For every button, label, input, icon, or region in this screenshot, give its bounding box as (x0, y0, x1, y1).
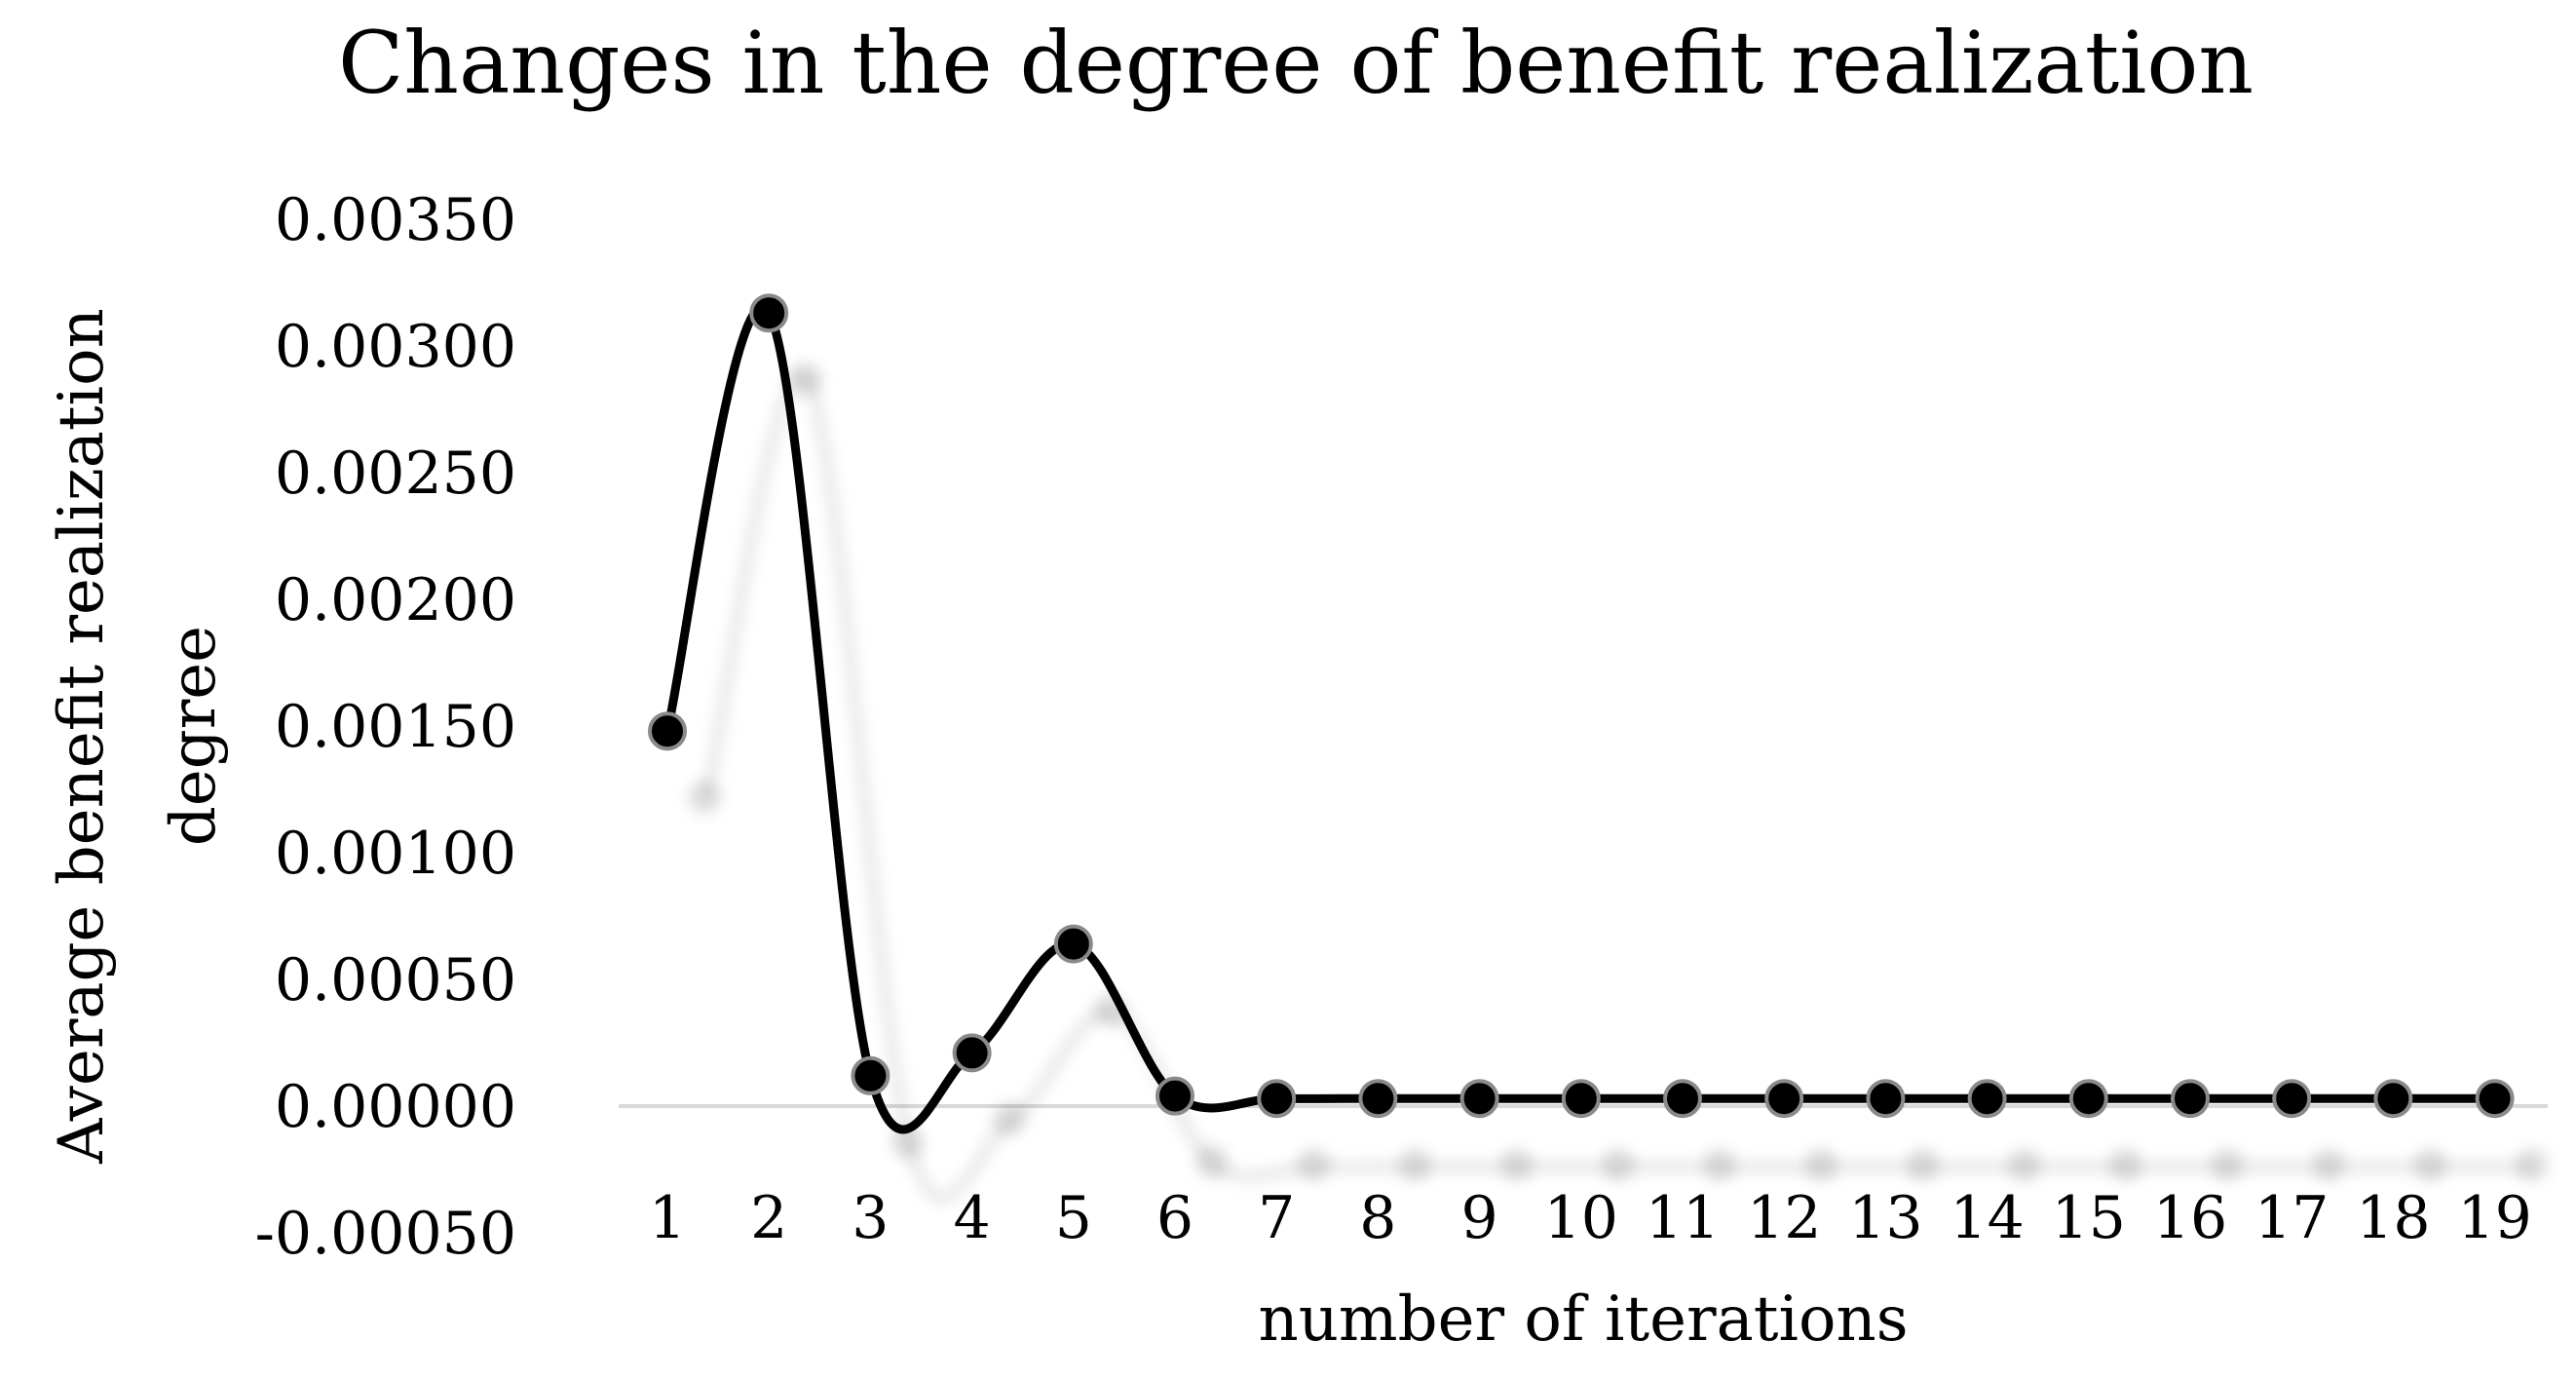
data-point (2475, 1079, 2515, 1119)
data-point (1967, 1079, 2007, 1119)
x-tick-label: 14 (1950, 1184, 2024, 1252)
data-point (2171, 1079, 2210, 1119)
data-point-shadow (1804, 1148, 1838, 1182)
x-tick-label: 3 (852, 1184, 889, 1252)
data-point (1663, 1079, 1702, 1119)
y-tick-label: -0.00050 (255, 1200, 516, 1268)
data-point-shadow (2108, 1148, 2142, 1182)
x-tick-label: 1 (649, 1184, 686, 1252)
x-tick-label: 18 (2356, 1184, 2430, 1252)
x-tick-label: 15 (2052, 1184, 2126, 1252)
plot-area: 0.00350 0.00300 0.00250 0.00200 0.00150 0.001… (255, 186, 2549, 1268)
y-tick-label: 0.00050 (275, 946, 516, 1015)
data-point (1866, 1079, 1906, 1119)
x-tick-label: 10 (1544, 1184, 1618, 1252)
data-point-shadow (1906, 1148, 1940, 1182)
x-tick-label: 5 (1055, 1184, 1092, 1252)
data-point-shadow (1601, 1148, 1635, 1182)
data-point (1257, 1079, 1297, 1119)
data-point (1459, 1079, 1499, 1119)
data-point (749, 293, 789, 333)
data-point-shadow (1093, 993, 1127, 1027)
y-tick-label: 0.00300 (275, 313, 516, 381)
x-tick-label: 6 (1156, 1184, 1193, 1252)
x-tick-label: 8 (1359, 1184, 1396, 1252)
y-tick-label: 0.00250 (275, 440, 516, 508)
y-tick-label: 0.00150 (275, 693, 516, 761)
data-point (851, 1055, 890, 1095)
x-axis-label: number of iterations (1258, 1283, 1908, 1356)
x-tick-label: 2 (750, 1184, 787, 1252)
data-point (648, 711, 687, 751)
data-point (2373, 1079, 2413, 1119)
data-point (1358, 1079, 1398, 1119)
x-tick-label: 17 (2254, 1184, 2329, 1252)
x-tick-label: 16 (2153, 1184, 2227, 1252)
series-line (663, 303, 2495, 1134)
data-point (1764, 1079, 1804, 1119)
data-point (2272, 1079, 2312, 1119)
data-point-shadow (1703, 1148, 1736, 1182)
series-line-shadow (700, 368, 2534, 1205)
data-point (1053, 924, 1093, 964)
y-tick-label: 0.00100 (275, 820, 516, 888)
chart-title: Changes in the degree of benefit realiza… (338, 13, 2254, 113)
x-tick-label: 19 (2457, 1184, 2531, 1252)
data-point-shadow (1195, 1145, 1229, 1179)
data-point-shadow (2515, 1148, 2549, 1182)
y-tick-label: 0.00000 (275, 1073, 516, 1141)
data-point (1561, 1079, 1601, 1119)
data-point-shadow (789, 363, 823, 397)
data-point-shadow (2312, 1148, 2346, 1182)
data-point-shadow (890, 1125, 925, 1159)
data-point-shadow (2007, 1148, 2041, 1182)
x-tick-label: 11 (1646, 1184, 1720, 1252)
y-axis-label: Average benefit realization degree (46, 308, 230, 1165)
y-tick-label: 0.00350 (275, 186, 516, 254)
data-point (1155, 1076, 1194, 1116)
data-point-shadow (2211, 1148, 2244, 1182)
data-point-shadow (1297, 1148, 1331, 1182)
data-point (2068, 1079, 2108, 1119)
x-tick-label: 13 (1848, 1184, 1922, 1252)
y-axis-label-line-2: degree (158, 626, 230, 846)
data-point-shadow (2413, 1148, 2447, 1182)
y-tick-label: 0.00200 (275, 566, 516, 634)
data-point-shadow (1398, 1148, 1432, 1182)
y-axis-label-line-1: Average benefit realization (46, 308, 118, 1165)
data-point-shadow (688, 781, 721, 815)
x-tick-label: 9 (1461, 1184, 1498, 1252)
data-point-shadow (992, 1102, 1026, 1136)
x-tick-label: 7 (1258, 1184, 1295, 1252)
x-tick-label: 12 (1747, 1184, 1821, 1252)
data-point (952, 1033, 992, 1073)
data-point-shadow (1499, 1148, 1534, 1182)
